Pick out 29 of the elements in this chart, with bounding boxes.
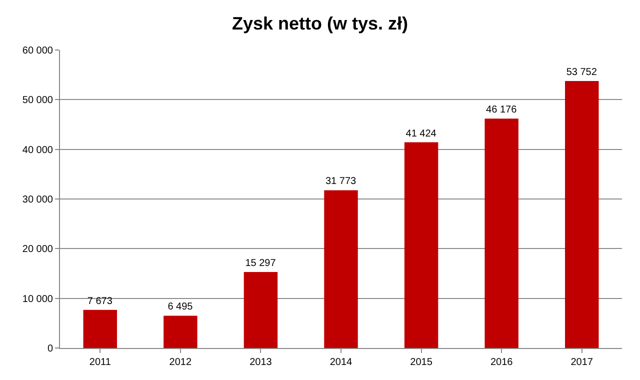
- y-tick-label: 60 000: [22, 46, 54, 56]
- y-tick-label: 50 000: [22, 95, 54, 106]
- y-tick-label: 40 000: [22, 144, 54, 156]
- bar: [244, 272, 278, 348]
- data-label: 46 176: [486, 104, 518, 116]
- y-tick-label: 0: [47, 344, 54, 354]
- x-tick-label: 2013: [250, 357, 272, 368]
- x-tick-label: 2011: [89, 357, 112, 368]
- bar: [565, 81, 599, 348]
- bar: [484, 118, 518, 348]
- y-tick-label: 30 000: [22, 194, 54, 206]
- x-tick-label: 2012: [169, 357, 192, 368]
- bar: [164, 316, 198, 348]
- data-label: 53 752: [566, 67, 598, 78]
- y-tick-label: 10 000: [22, 294, 54, 305]
- x-tick-label: 2014: [330, 357, 353, 368]
- x-tick-label: 2015: [410, 357, 433, 368]
- data-label: 31 773: [325, 176, 357, 188]
- bar: [404, 142, 438, 348]
- data-label: 15 297: [245, 258, 276, 270]
- x-tick-label: 2017: [570, 357, 594, 368]
- y-tick-label: 20 000: [22, 244, 54, 256]
- bar: [324, 190, 358, 348]
- bar: [83, 310, 117, 348]
- chart-title: Zysk netto (w tys. zł): [232, 14, 408, 34]
- data-label: 7 673: [87, 296, 113, 307]
- data-label: 6 495: [168, 302, 194, 313]
- x-tick-label: 2016: [490, 357, 514, 368]
- data-label: 41 424: [406, 128, 437, 140]
